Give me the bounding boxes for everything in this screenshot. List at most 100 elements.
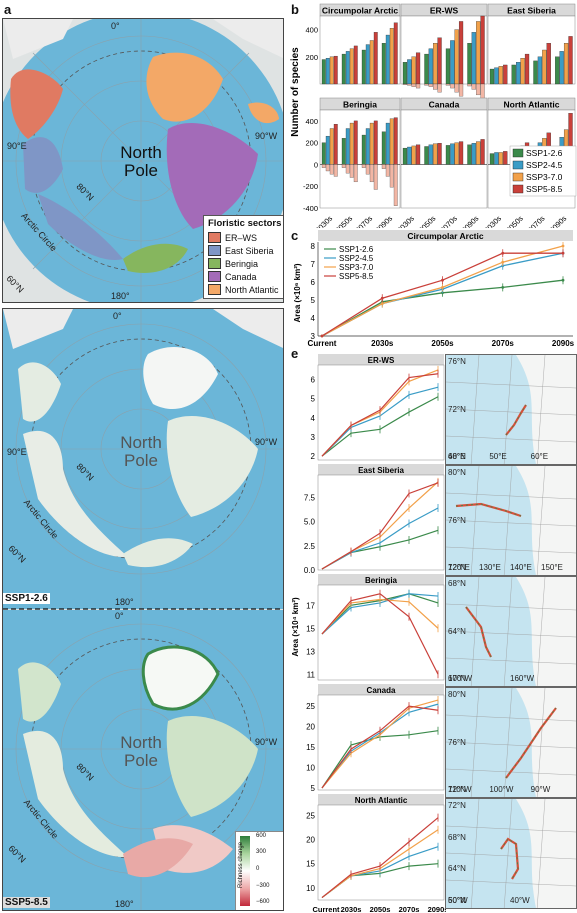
b-gain-bar xyxy=(524,53,530,85)
b-ylabel: Number of species xyxy=(290,47,301,137)
lon-label-180-d: 180° xyxy=(115,597,134,607)
legend-swatch xyxy=(208,258,221,269)
c-point xyxy=(561,251,565,255)
map-a: North Pole 0° 90°E 90°W 180° 80°N 60°N A… xyxy=(2,18,284,303)
b-gain-bar xyxy=(373,120,378,165)
c-ylabel: Area (×10⁶ km²) xyxy=(293,263,302,322)
map-lat-label: 72°N xyxy=(448,404,466,414)
map-lon-label: 50°E xyxy=(489,452,507,461)
b-gain-bar xyxy=(433,143,438,165)
legend-item: ER–WS xyxy=(208,231,282,244)
e-facet-frame xyxy=(317,474,445,571)
b-gain-bar xyxy=(428,144,433,165)
lon-label-0-d: 0° xyxy=(113,311,122,321)
graticule-line xyxy=(446,852,576,860)
e-series-line xyxy=(321,817,439,899)
b-gain-bar xyxy=(503,151,508,165)
c-xtick: 2050s xyxy=(431,339,454,348)
b-loss-bar xyxy=(411,83,416,87)
map-lat-label: 64°N xyxy=(448,864,466,874)
b-gain-bar xyxy=(381,43,386,85)
b-xtick: 2090s xyxy=(373,214,394,228)
e-series-line xyxy=(321,481,439,570)
b-ytick: 200 xyxy=(305,53,318,62)
scenario-label-top: SSP1-2.6 xyxy=(3,593,50,604)
b-gain-bar xyxy=(321,142,326,165)
b-ytick: 200 xyxy=(305,139,318,148)
b-xtick: 2030s xyxy=(313,214,334,228)
map-lat-label: 80°N xyxy=(448,468,466,477)
b-loss-bar xyxy=(349,164,354,178)
b-gain-bar xyxy=(480,15,485,85)
b-gain-bar xyxy=(353,45,358,85)
c-ytick: 3 xyxy=(311,332,316,341)
b-gain-bar xyxy=(333,55,338,85)
b-xtick: 2030s xyxy=(482,214,503,228)
legend-label: Canada xyxy=(225,271,257,282)
c-title: Circumpolar Arctic xyxy=(407,231,483,241)
e-facet-title: Beringia xyxy=(365,576,398,585)
b-gain-bar xyxy=(511,64,516,85)
c-ytick: 6 xyxy=(311,278,316,287)
sector-legend-title: Floristic sectors xyxy=(208,218,282,229)
b-loss-bar xyxy=(373,164,378,190)
graticule-line xyxy=(536,688,546,797)
b-gain-bar xyxy=(393,117,398,165)
b-loss-bar xyxy=(445,83,451,86)
b-gain-bar xyxy=(498,66,503,85)
b-gain-bar xyxy=(494,152,499,165)
b-facet-title: Beringia xyxy=(343,100,377,110)
b-gain-bar xyxy=(555,56,560,85)
c-ytick: 4 xyxy=(311,314,316,323)
b-gain-bar xyxy=(445,48,451,85)
graticule-line xyxy=(503,466,513,575)
b-gain-bar xyxy=(415,144,421,165)
map-lon-label: 140°E xyxy=(510,563,532,572)
b-loss-bar xyxy=(365,164,370,175)
b-loss-bar xyxy=(433,83,438,90)
e-ytick: 20 xyxy=(306,723,315,732)
b-loss-bar xyxy=(476,83,481,96)
e-ytick: 10 xyxy=(306,764,315,773)
b-loss-bar xyxy=(424,83,429,86)
graticule-line xyxy=(446,381,576,389)
b-xtick: 2050s xyxy=(333,214,354,228)
b-gain-bar xyxy=(407,146,412,165)
b-gain-bar xyxy=(467,144,472,165)
e-ytick: 20 xyxy=(306,835,315,844)
b-gain-bar xyxy=(433,43,438,85)
b-loss-bar xyxy=(321,164,326,168)
legend-swatch xyxy=(208,271,221,282)
e-ytick: 4 xyxy=(311,414,316,423)
b-gain-bar xyxy=(546,43,551,85)
b-gain-bar xyxy=(321,59,326,85)
e-xtick: 2090s xyxy=(428,905,446,913)
b-legend-label: SSP5-8.5 xyxy=(526,184,563,194)
colorbar-tick: −600 xyxy=(256,899,270,905)
b-loss-bar xyxy=(389,164,394,188)
range-track xyxy=(455,502,522,518)
graticule-line xyxy=(536,577,546,686)
b-loss-bar xyxy=(458,83,464,97)
map-lat-label: 76°N xyxy=(448,515,466,525)
c-point xyxy=(380,296,384,300)
e-ytick: 15 xyxy=(306,743,315,752)
pole-label-d-bottom: North Pole xyxy=(120,733,162,770)
map-lon-label: 160°W xyxy=(510,674,535,683)
e-series-line xyxy=(321,703,439,789)
map-lon-label: 120°E xyxy=(448,563,470,572)
sector-legend: Floristic sectors ER–WS East Siberia Ber… xyxy=(203,215,283,299)
b-gain-bar xyxy=(333,124,338,165)
range-track-alt xyxy=(505,404,527,436)
e-facet-header xyxy=(318,354,444,365)
b-xtick: 2050s xyxy=(504,214,525,228)
b-legend-swatch xyxy=(512,184,524,194)
graticule-line xyxy=(446,519,576,527)
b-gain-bar xyxy=(520,58,525,85)
colorbar-gradient xyxy=(240,836,250,906)
b-facet-title: ER-WS xyxy=(430,6,459,16)
b-facet-title: North Atlantic xyxy=(504,100,560,110)
graticule-line xyxy=(470,688,480,797)
lon-label-0-a: 0° xyxy=(111,21,120,31)
e-facet-header xyxy=(318,464,444,475)
